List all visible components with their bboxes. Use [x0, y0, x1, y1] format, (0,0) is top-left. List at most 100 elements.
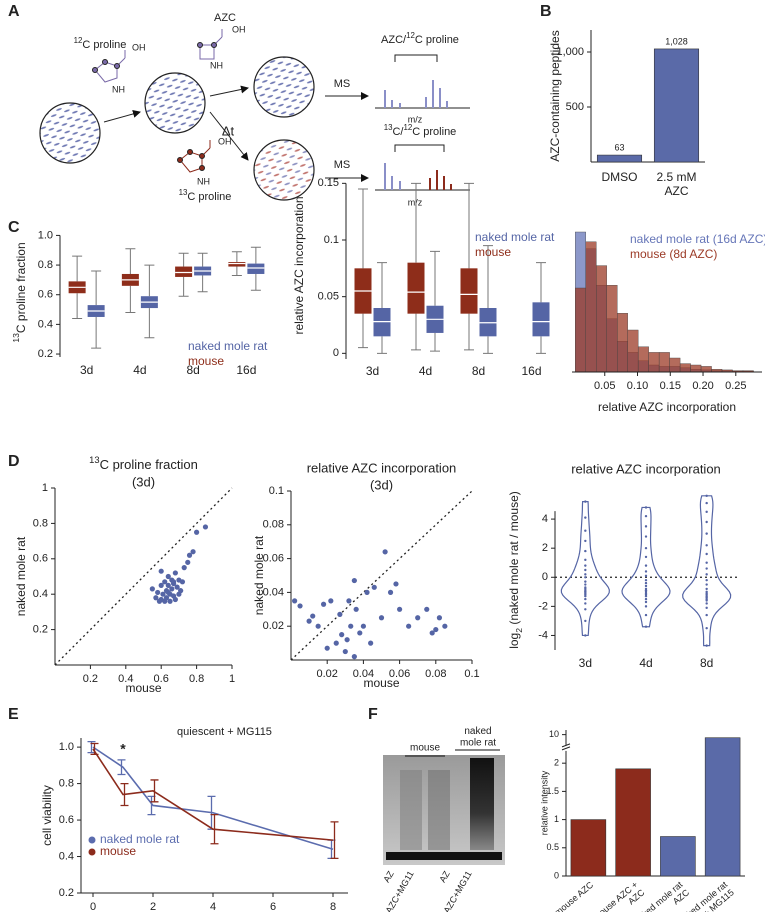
diagram-a [39, 29, 470, 201]
point [644, 587, 648, 591]
point [149, 586, 155, 592]
bar [653, 48, 700, 163]
panel-label: B [540, 3, 552, 20]
point [382, 549, 388, 555]
point [705, 501, 708, 505]
y-tick-label: 1.0 [38, 229, 53, 241]
point [644, 605, 648, 608]
whisker-high [231, 251, 242, 263]
point [584, 580, 587, 583]
point [181, 565, 187, 571]
point [584, 529, 587, 532]
point [644, 584, 648, 588]
whisker-high [411, 182, 421, 263]
point [357, 630, 363, 636]
text-part: naked [464, 726, 491, 737]
x-tick-label: 8d [472, 364, 485, 378]
whisker-high [125, 248, 136, 274]
text-part: 13 [384, 123, 393, 132]
bar [660, 836, 696, 877]
point [584, 549, 587, 553]
legend-label: naked mole rat [475, 230, 555, 244]
point [194, 529, 200, 535]
x-tick-label: mouse AZC +AZC [592, 879, 647, 912]
legend-marker [88, 848, 96, 856]
y-tick-label: 1 [42, 482, 48, 494]
box [460, 268, 478, 314]
whisker-high [178, 252, 189, 267]
y-tick-label: 0.4 [33, 588, 48, 600]
point [705, 606, 708, 610]
point [705, 583, 708, 586]
text-part: C proline [412, 126, 456, 138]
y-axis-label: 13C proline fraction [11, 242, 28, 342]
point [584, 573, 587, 576]
whisker-high [358, 188, 368, 269]
point [705, 587, 708, 591]
point [170, 579, 177, 585]
point [160, 591, 166, 597]
hist-bar [596, 265, 607, 373]
y-tick-label: 0.6 [38, 289, 53, 301]
x-tick-label: 3d [80, 363, 93, 377]
point [705, 561, 708, 564]
point [433, 626, 439, 633]
text-part: C/ [392, 126, 404, 138]
point [337, 611, 343, 617]
y-tick-label: 0.15 [318, 177, 339, 189]
x-tick-label: 16d [236, 363, 256, 377]
x-tick-label: 2 [150, 901, 156, 912]
x-axis-label: mouse [363, 676, 399, 690]
chart-title: 13C proline fraction [89, 455, 198, 472]
point [705, 494, 708, 498]
panel-label: C [8, 219, 20, 236]
legend-label: naked mole rat (16d AZC) [630, 232, 765, 246]
point [346, 598, 352, 604]
error-bar [150, 779, 159, 803]
point [324, 645, 330, 651]
y-tick-label: 0 [554, 870, 559, 880]
box [247, 263, 265, 274]
whisker-high [144, 264, 155, 297]
y-tick-label: 0 [542, 571, 548, 583]
text-part: log [507, 633, 521, 649]
point [644, 564, 648, 567]
text-part: 12 [403, 123, 412, 132]
point [186, 552, 193, 558]
y-tick-label: 1.5 [546, 786, 559, 796]
label: 12C proline [74, 36, 127, 51]
violin [621, 506, 671, 628]
chart-title: quiescent + MG115 [177, 726, 272, 738]
point [644, 525, 648, 528]
hist-bar [658, 352, 670, 373]
whisker-high [483, 245, 493, 308]
panel-label: D [8, 453, 20, 470]
label: NH [112, 84, 125, 94]
point [353, 606, 359, 612]
y-tick-label: 0.8 [38, 259, 53, 271]
text-part: AZC/ [381, 34, 407, 46]
point [584, 539, 587, 543]
point [360, 623, 366, 629]
x-tick-label: 2.5 mM AZC [656, 170, 696, 198]
label: naked mole rat [460, 726, 496, 749]
point [644, 600, 648, 604]
y-tick-label: 500 [566, 101, 584, 113]
point [368, 640, 374, 646]
label: MS [334, 78, 351, 90]
y-tick-label: 0.02 [263, 620, 284, 632]
point [344, 637, 350, 643]
error-bar [330, 821, 339, 860]
point [584, 602, 587, 605]
point [584, 576, 587, 579]
x-tick-label: 0.25 [725, 380, 746, 392]
text-part: C proline fraction [14, 242, 28, 333]
point [172, 596, 178, 603]
y-tick-label: 2 [542, 542, 548, 554]
hist-bar [648, 352, 660, 373]
point [644, 625, 648, 628]
x-tick-label: 8 [330, 901, 336, 912]
point [584, 568, 587, 572]
point [202, 524, 209, 530]
point [644, 574, 648, 578]
